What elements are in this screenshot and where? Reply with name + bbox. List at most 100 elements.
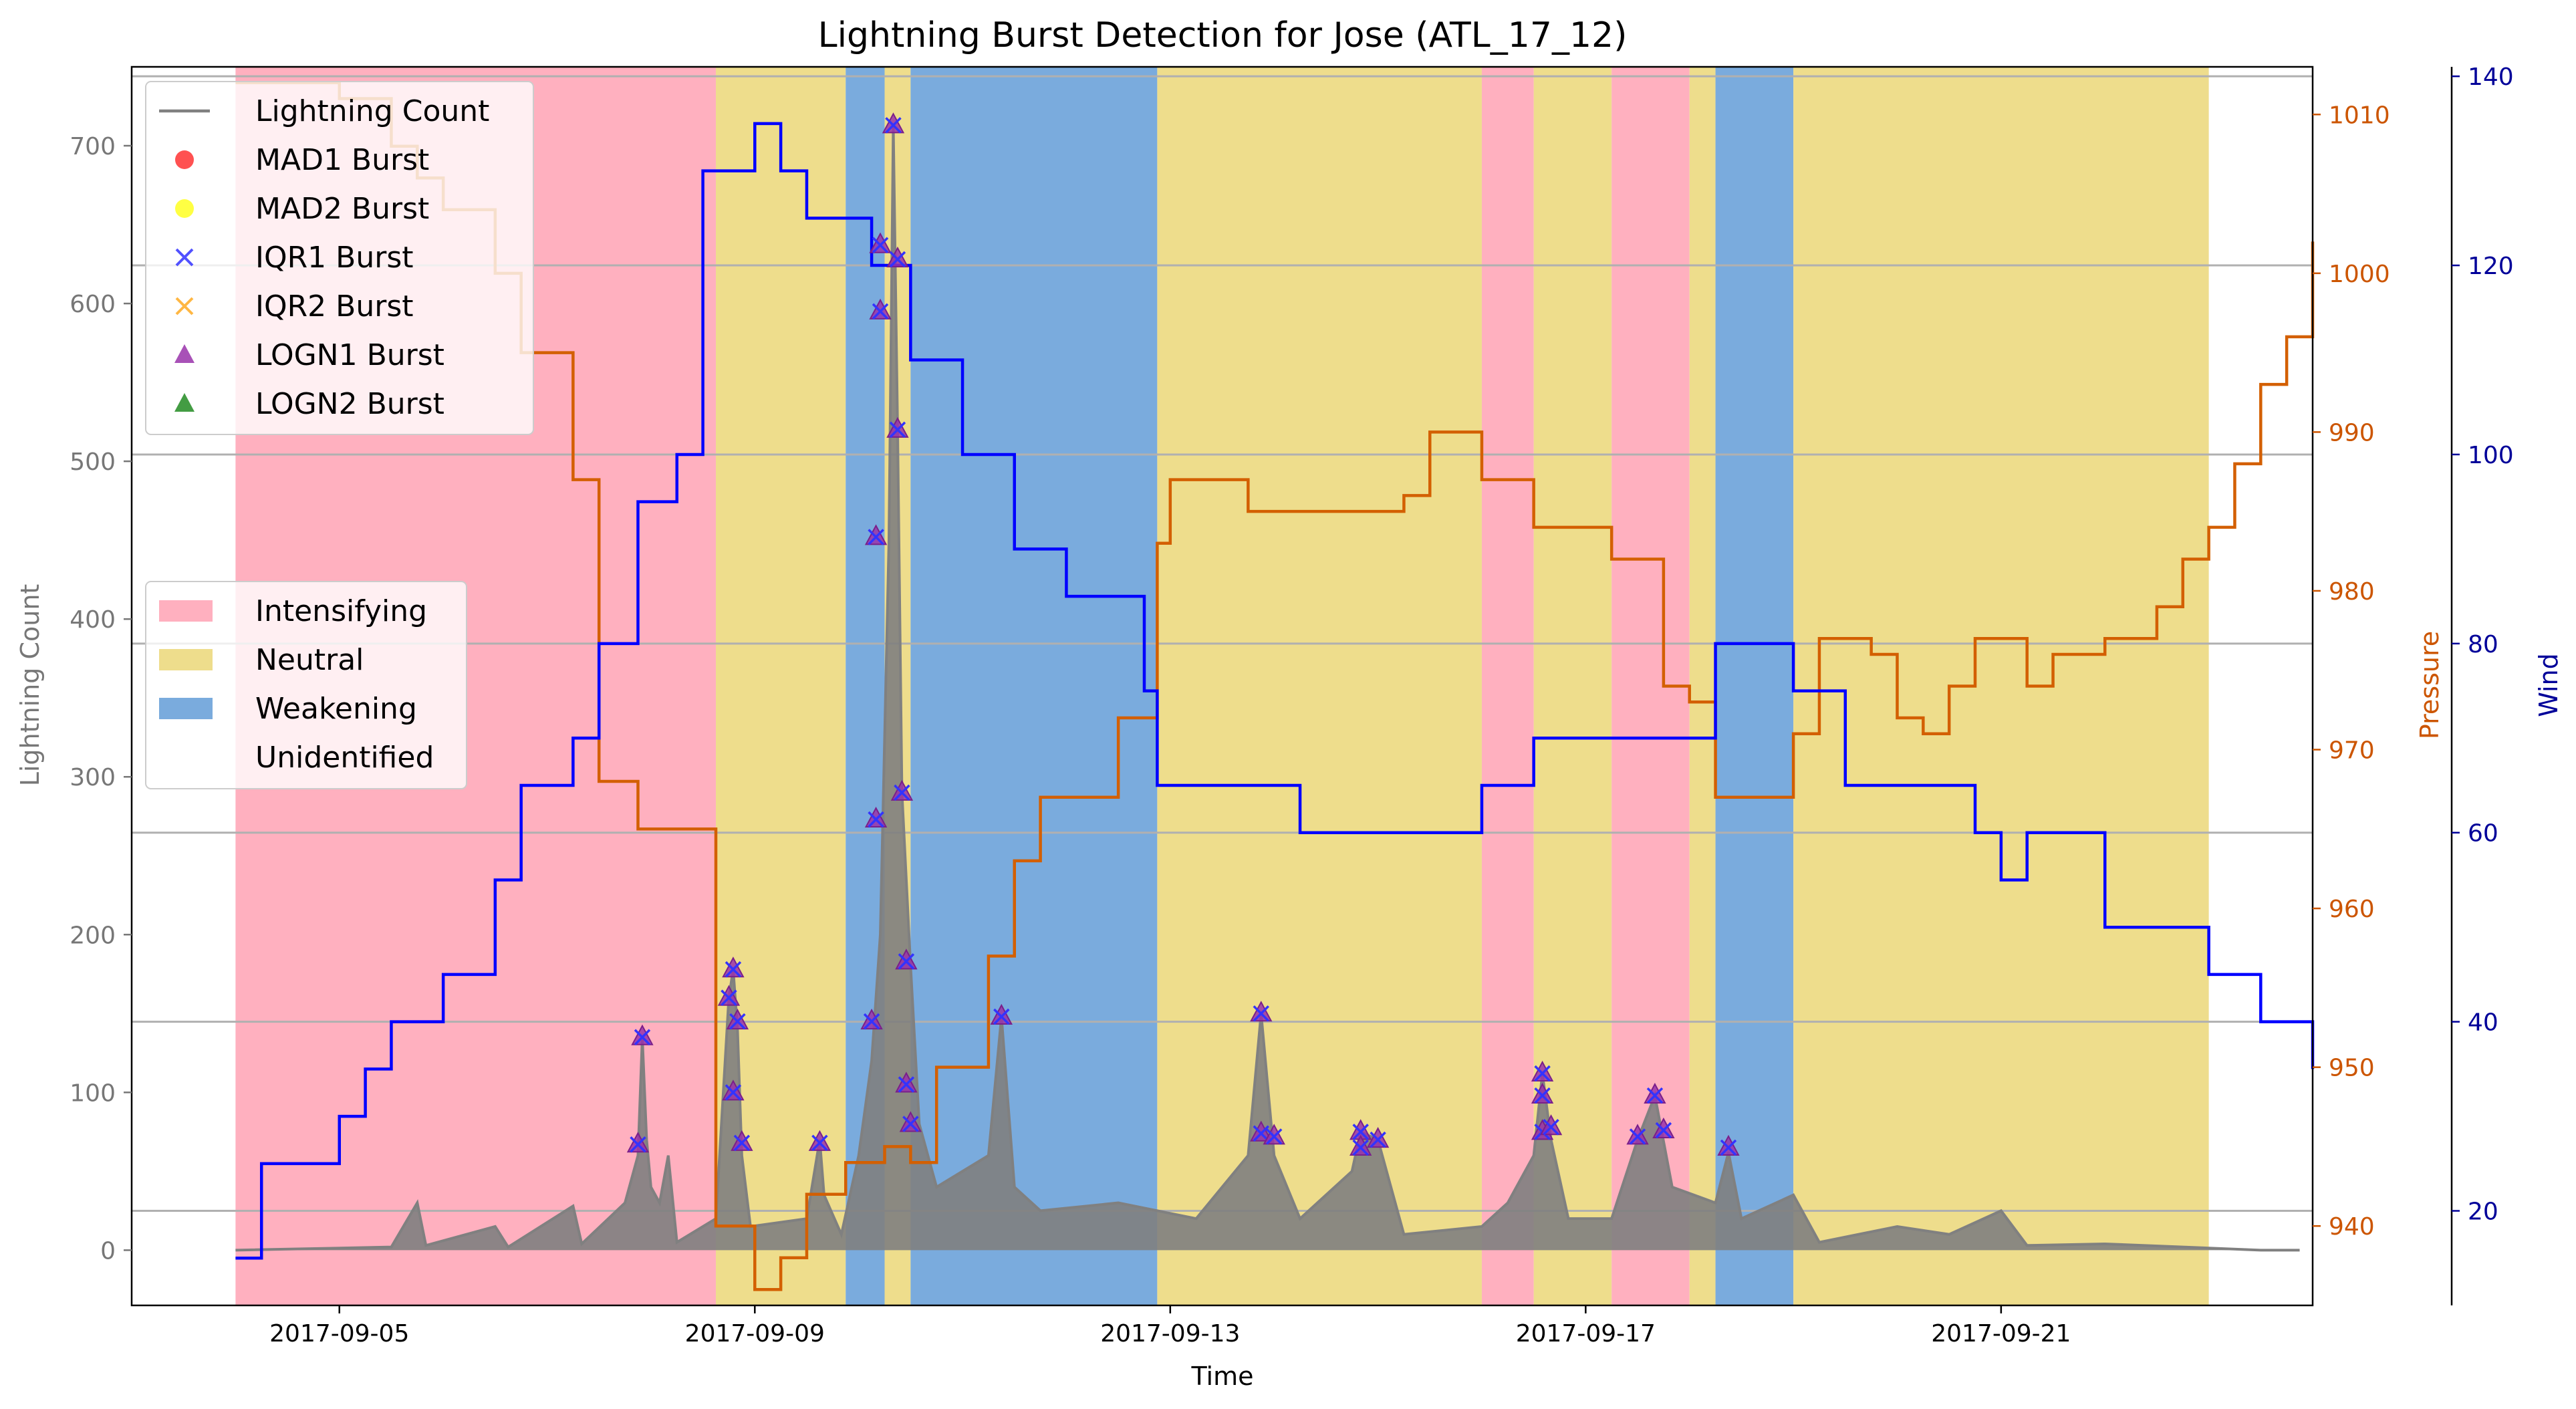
- burst-marker: [1652, 1117, 1675, 1139]
- burst-marker: [1263, 1124, 1285, 1145]
- legend-phase-box: [145, 581, 467, 789]
- burst-marker: [1366, 1127, 1390, 1148]
- y-wind-tick-label: 60: [2468, 820, 2498, 848]
- phase-band-weakening: [910, 67, 1158, 1305]
- burst-triangle: [1652, 1117, 1675, 1138]
- y-left-tick-label: 400: [70, 606, 116, 634]
- y-left-tick-label: 600: [70, 291, 116, 318]
- burst-x: [863, 1013, 880, 1030]
- burst-x: [630, 1136, 646, 1153]
- burst-triangle: [882, 112, 905, 134]
- burst-triangle: [726, 1008, 749, 1030]
- legend-phase-label: Neutral: [255, 643, 364, 677]
- burst-triangle: [1250, 1120, 1273, 1142]
- burst-x: [725, 1084, 742, 1101]
- legend-swatch-x: [175, 297, 194, 315]
- burst-marker: [886, 416, 909, 438]
- burst-triangle: [1539, 1114, 1563, 1136]
- burst-x: [993, 1008, 1010, 1025]
- burst-marker: [1717, 1134, 1740, 1156]
- burst-marker: [1250, 1120, 1273, 1142]
- burst-marker: [1349, 1134, 1372, 1156]
- burst-x: [634, 1029, 651, 1045]
- chart-title: Lightning Burst Detection for Jose (ATL_…: [818, 15, 1628, 55]
- burst-x: [721, 989, 737, 1006]
- wind-series: [235, 122, 2315, 1260]
- burst-x: [1352, 1124, 1369, 1140]
- burst-x: [885, 117, 902, 134]
- burst-triangle: [864, 806, 888, 827]
- burst-triangle: [1263, 1124, 1285, 1145]
- burst-x: [1253, 1005, 1270, 1022]
- y-wind-tick-label: 80: [2468, 631, 2498, 658]
- burst-x: [898, 1076, 915, 1093]
- y-pressure-tick-label: 990: [2329, 419, 2375, 446]
- y-left-tick-label: 0: [100, 1237, 116, 1265]
- burst-x: [872, 237, 889, 253]
- burst-x: [889, 251, 906, 268]
- legend-swatch-triangle: [174, 344, 195, 363]
- burst-triangle: [895, 1071, 918, 1093]
- burst-x: [889, 421, 906, 438]
- burst-marker: [869, 232, 892, 253]
- burst-triangle: [1531, 1060, 1554, 1082]
- y-wind-tick-label: 100: [2468, 442, 2514, 469]
- y-left-tick-label: 700: [70, 133, 116, 160]
- phase-band-neutral: [1689, 67, 1716, 1305]
- y-pressure-tick-label: 1010: [2329, 102, 2390, 129]
- y-wind-tick-label: 20: [2468, 1198, 2498, 1226]
- burst-marker: [731, 1130, 753, 1152]
- legend-phase-swatch: [159, 747, 213, 768]
- burst-x: [1646, 1087, 1664, 1104]
- legend-series-label: Lightning Count: [255, 94, 489, 128]
- y-pressure-tick-label: 960: [2329, 896, 2375, 923]
- y-axis-label-left: Lightning Count: [15, 584, 45, 787]
- burst-x: [1543, 1119, 1559, 1136]
- burst-triangle: [886, 246, 909, 267]
- burst-x: [868, 811, 884, 828]
- burst-triangle: [631, 1024, 654, 1045]
- burst-triangle: [864, 524, 888, 545]
- legends: Lightning Count MAD1 Burst MAD2 Burst IQR1 …: [145, 81, 534, 789]
- legend-series-box: [145, 81, 534, 435]
- burst-triangle: [1250, 1001, 1273, 1022]
- legend-series-label: IQR1 Burst: [255, 241, 414, 275]
- burst-x: [725, 960, 742, 978]
- burst-marker: [1626, 1124, 1649, 1145]
- axes: 2017-09-05 2017-09-09 2017-09-13 2017-09-17…: [70, 63, 2513, 1348]
- burst-marker: [864, 806, 888, 828]
- y-left-tick-label: 100: [70, 1079, 116, 1107]
- burst-marker: [990, 1003, 1013, 1025]
- burst-triangle: [860, 1008, 883, 1030]
- burst-triangle: [895, 948, 918, 970]
- burst-x: [1534, 1087, 1551, 1104]
- legend-swatch-x: [175, 248, 194, 267]
- burst-x: [1720, 1139, 1737, 1156]
- burst-x: [1629, 1128, 1646, 1145]
- burst-marker: [808, 1130, 831, 1152]
- legend-series-label: LOGN1 Burst: [255, 338, 444, 372]
- y-pressure-tick-label: 970: [2329, 737, 2375, 765]
- burst-x: [729, 1013, 746, 1030]
- legend-phase-label: Unidentified: [255, 741, 434, 775]
- wind-line: [235, 122, 2315, 1260]
- burst-marker: [722, 1079, 745, 1101]
- burst-marker: [631, 1024, 654, 1045]
- burst-marker: [864, 524, 888, 545]
- burst-x: [1655, 1122, 1672, 1139]
- burst-x: [894, 784, 910, 801]
- burst-marker: [1250, 1001, 1273, 1022]
- phase-band-neutral: [1793, 67, 2209, 1305]
- burst-x: [872, 303, 889, 320]
- burst-x: [898, 953, 915, 970]
- burst-x: [1265, 1128, 1283, 1145]
- legend-series-label: MAD1 Burst: [255, 143, 429, 177]
- x-tick-label: 2017-09-13: [1100, 1320, 1240, 1348]
- burst-marker: [1644, 1082, 1666, 1104]
- legend-swatch-circle: [175, 199, 194, 218]
- burst-x: [1534, 1065, 1551, 1082]
- burst-triangle: [1531, 1082, 1554, 1104]
- burst-x: [733, 1134, 751, 1152]
- y-wind-tick-label: 40: [2468, 1009, 2498, 1037]
